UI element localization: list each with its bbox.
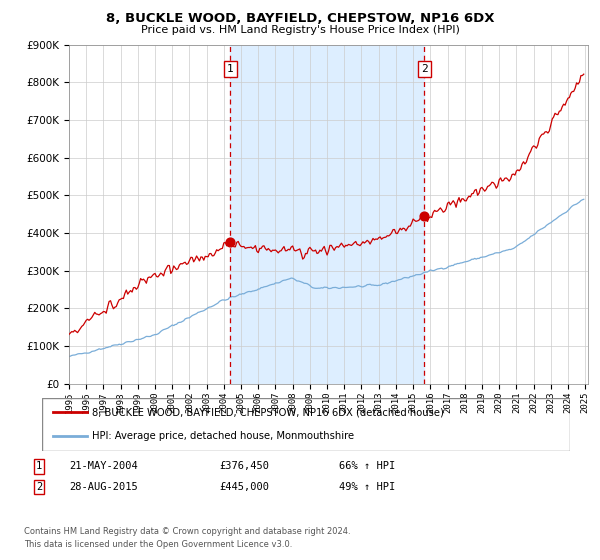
- Point: [226, 237, 235, 246]
- Text: 8, BUCKLE WOOD, BAYFIELD, CHEPSTOW, NP16 6DX (detached house): 8, BUCKLE WOOD, BAYFIELD, CHEPSTOW, NP16…: [92, 408, 444, 418]
- Bar: [230, 45, 424, 384]
- Text: 66% ↑ HPI: 66% ↑ HPI: [339, 461, 395, 472]
- Text: £376,450: £376,450: [219, 461, 269, 472]
- Text: 8, BUCKLE WOOD, BAYFIELD, CHEPSTOW, NP16 6DX: 8, BUCKLE WOOD, BAYFIELD, CHEPSTOW, NP16…: [106, 12, 494, 25]
- Text: Price paid vs. HM Land Registry's House Price Index (HPI): Price paid vs. HM Land Registry's House …: [140, 25, 460, 35]
- Text: 49% ↑ HPI: 49% ↑ HPI: [339, 482, 395, 492]
- Text: 2: 2: [421, 64, 428, 74]
- Text: This data is licensed under the Open Government Licence v3.0.: This data is licensed under the Open Gov…: [24, 540, 292, 549]
- Text: 21-MAY-2004: 21-MAY-2004: [69, 461, 138, 472]
- Text: 1: 1: [227, 64, 234, 74]
- Text: 28-AUG-2015: 28-AUG-2015: [69, 482, 138, 492]
- Text: 1: 1: [36, 461, 42, 472]
- Text: Contains HM Land Registry data © Crown copyright and database right 2024.: Contains HM Land Registry data © Crown c…: [24, 528, 350, 536]
- Text: HPI: Average price, detached house, Monmouthshire: HPI: Average price, detached house, Monm…: [92, 431, 354, 441]
- Point: [419, 212, 429, 221]
- Text: 2: 2: [36, 482, 42, 492]
- Text: £445,000: £445,000: [219, 482, 269, 492]
